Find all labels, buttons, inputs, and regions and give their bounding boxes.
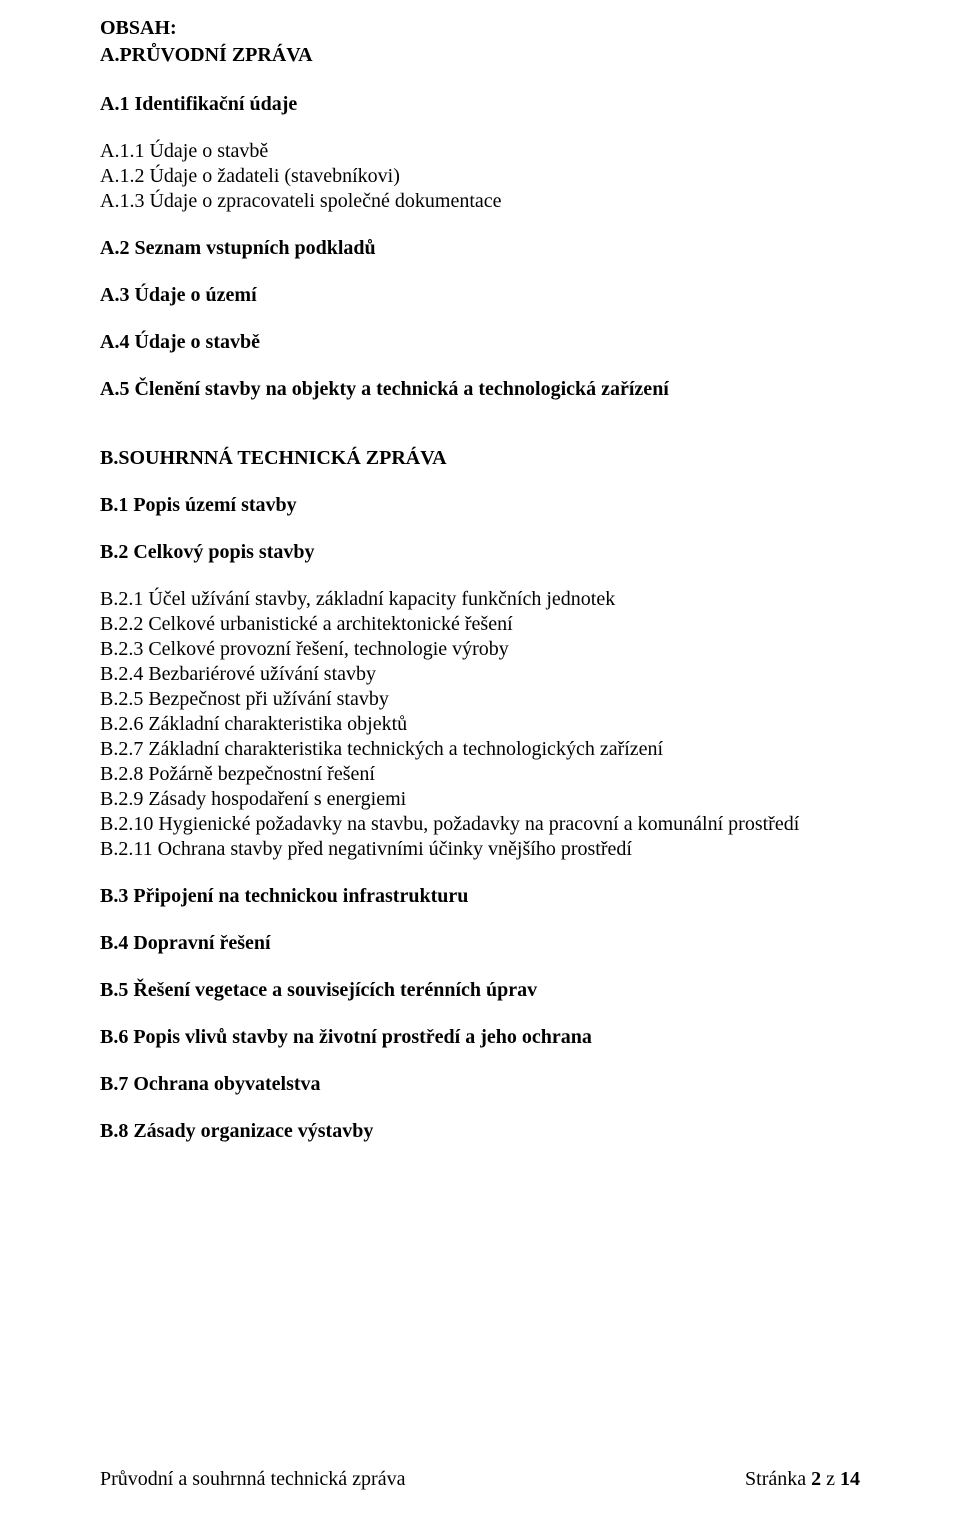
footer-right-mid: z [821, 1468, 840, 1490]
footer-left: Průvodní a souhrnná technická zpráva [100, 1468, 405, 1491]
section-a-title: A.PRŮVODNÍ ZPRÁVA [100, 43, 860, 68]
footer-total-pages: 14 [840, 1468, 860, 1490]
b7-heading: B.7 Ochrana obyvatelstva [100, 1072, 860, 1097]
footer-page-number: 2 [811, 1468, 821, 1490]
b8-heading: B.8 Zásady organizace výstavby [100, 1119, 860, 1144]
b1-heading: B.1 Popis území stavby [100, 493, 860, 518]
a12-item: A.1.2 Údaje o žadateli (stavebníkovi) [100, 164, 860, 189]
footer-right-prefix: Stránka [745, 1468, 811, 1490]
a3-heading: A.3 Údaje o území [100, 283, 860, 308]
b21-item: B.2.1 Účel užívání stavby, základní kapa… [100, 587, 860, 612]
b27-item: B.2.7 Základní charakteristika technický… [100, 737, 860, 762]
b6-heading: B.6 Popis vlivů stavby na životní prostř… [100, 1025, 860, 1050]
b26-item: B.2.6 Základní charakteristika objektů [100, 712, 860, 737]
b24-item: B.2.4 Bezbariérové užívání stavby [100, 662, 860, 687]
b25-item: B.2.5 Bezpečnost při užívání stavby [100, 687, 860, 712]
footer-right: Stránka 2 z 14 [745, 1468, 860, 1491]
b210-item: B.2.10 Hygienické požadavky na stavbu, p… [100, 812, 860, 837]
b5-heading: B.5 Řešení vegetace a souvisejících teré… [100, 978, 860, 1003]
a4-heading: A.4 Údaje o stavbě [100, 330, 860, 355]
section-b-title: B.SOUHRNNÁ TECHNICKÁ ZPRÁVA [100, 446, 860, 471]
obsah-heading: OBSAH: [100, 16, 860, 41]
b22-item: B.2.2 Celkové urbanistické a architekton… [100, 612, 860, 637]
b211-item: B.2.11 Ochrana stavby před negativními ú… [100, 837, 860, 862]
b29-item: B.2.9 Zásady hospodaření s energiemi [100, 787, 860, 812]
b2-heading: B.2 Celkový popis stavby [100, 540, 860, 565]
b4-heading: B.4 Dopravní řešení [100, 931, 860, 956]
a2-heading: A.2 Seznam vstupních podkladů [100, 236, 860, 261]
a13-item: A.1.3 Údaje o zpracovateli společné doku… [100, 189, 860, 214]
page-footer: Průvodní a souhrnná technická zpráva Str… [100, 1468, 860, 1491]
a1-heading: A.1 Identifikační údaje [100, 92, 860, 117]
a5-heading: A.5 Členění stavby na objekty a technick… [100, 377, 860, 402]
a11-item: A.1.1 Údaje o stavbě [100, 139, 860, 164]
b3-heading: B.3 Připojení na technickou infrastruktu… [100, 884, 860, 909]
b28-item: B.2.8 Požárně bezpečnostní řešení [100, 762, 860, 787]
b23-item: B.2.3 Celkové provozní řešení, technolog… [100, 637, 860, 662]
